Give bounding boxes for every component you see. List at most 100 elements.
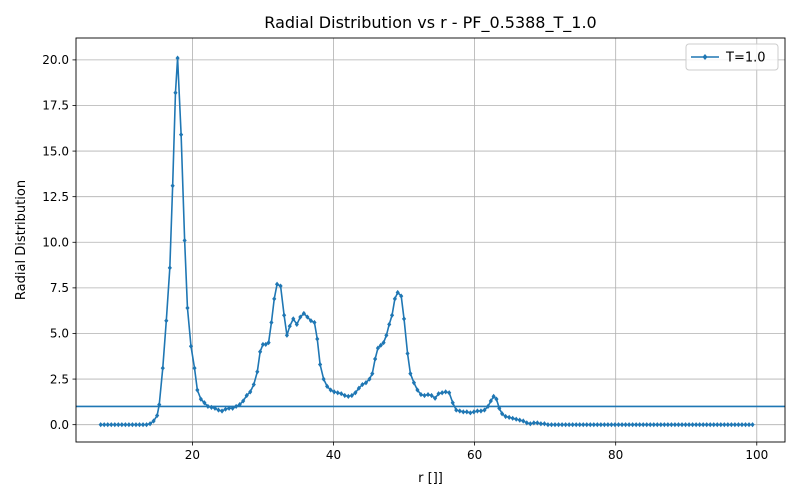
data-point	[384, 332, 389, 338]
data-point	[195, 387, 200, 393]
data-point	[202, 400, 207, 406]
data-point	[378, 342, 383, 348]
data-point	[704, 422, 709, 428]
data-point	[305, 314, 310, 320]
data-point	[708, 422, 713, 428]
data-point	[605, 422, 611, 428]
data-point	[602, 422, 607, 428]
data-point	[598, 422, 603, 428]
data-point	[335, 390, 340, 396]
data-point	[185, 305, 190, 311]
data-point	[669, 422, 674, 428]
y-tick-label: 2.5	[50, 372, 69, 386]
data-point	[524, 420, 529, 426]
data-point	[401, 316, 407, 322]
data-point	[440, 390, 445, 396]
data-point	[725, 422, 730, 428]
data-point	[287, 323, 292, 329]
data-point	[619, 422, 625, 428]
data-point	[739, 422, 745, 428]
data-point	[591, 422, 596, 428]
data-point	[160, 365, 165, 371]
data-point	[528, 421, 533, 427]
x-tick-label: 100	[745, 448, 768, 462]
data-point	[109, 422, 114, 428]
data-point	[392, 296, 397, 302]
data-point	[325, 383, 330, 389]
data-point	[119, 422, 124, 428]
data-point	[648, 422, 653, 428]
data-point	[665, 422, 670, 428]
plot-frame	[75, 37, 786, 443]
data-point	[584, 422, 589, 428]
data-point	[630, 422, 635, 428]
data-point	[491, 393, 496, 400]
data-point	[443, 389, 448, 395]
data-point	[690, 422, 695, 428]
data-point	[291, 316, 296, 322]
y-tick-label: 0.0	[50, 418, 69, 432]
data-point	[98, 422, 103, 428]
data-point	[144, 422, 149, 428]
data-point	[482, 407, 487, 413]
data-point	[123, 422, 128, 428]
data-point	[475, 408, 480, 414]
data-point	[422, 392, 427, 399]
data-point	[182, 237, 187, 244]
data-point	[612, 422, 618, 428]
data-point	[623, 422, 628, 428]
data-point	[116, 422, 121, 428]
data-point	[349, 392, 354, 399]
data-point	[301, 310, 306, 317]
data-point	[255, 369, 260, 375]
data-point	[126, 422, 131, 428]
data-point	[155, 412, 160, 419]
chart-title: Radial Distribution vs r - PF_0.5388_T_1…	[264, 13, 596, 33]
data-point	[694, 422, 699, 428]
data-point	[616, 422, 621, 428]
data-point	[328, 387, 333, 393]
data-point	[736, 422, 741, 428]
data-point	[535, 420, 540, 426]
y-tick-label: 7.5	[50, 281, 69, 295]
data-point	[244, 392, 249, 399]
data-point	[697, 422, 702, 428]
x-axis-label: r []]	[418, 471, 443, 486]
data-point	[272, 296, 277, 302]
data-point	[570, 422, 575, 428]
data-point	[517, 417, 522, 423]
data-point	[173, 90, 178, 96]
data-point	[230, 405, 235, 411]
data-point	[634, 422, 639, 428]
data-point	[381, 339, 386, 346]
data-point	[140, 422, 146, 428]
data-point	[332, 389, 337, 395]
data-point	[415, 387, 420, 393]
data-point	[212, 405, 218, 411]
data-point	[521, 418, 526, 424]
data-point	[192, 365, 197, 371]
data-point	[545, 422, 551, 428]
data-point	[468, 410, 473, 416]
data-point	[356, 385, 361, 391]
data-point	[263, 341, 268, 348]
data-point	[294, 321, 299, 327]
data-point	[641, 422, 646, 428]
data-point	[269, 319, 274, 326]
data-point	[559, 422, 565, 428]
legend-marker-swatch	[702, 54, 708, 60]
data-point	[367, 376, 372, 382]
data-point	[743, 422, 748, 428]
data-point	[151, 418, 156, 424]
data-point	[353, 390, 358, 396]
data-point	[266, 339, 271, 346]
legend-entry-label: T=1.0	[725, 51, 766, 66]
data-point	[373, 356, 378, 362]
data-point	[342, 392, 347, 399]
data-point	[683, 422, 688, 428]
data-point	[701, 422, 706, 428]
data-point	[284, 332, 290, 338]
data-point	[133, 422, 139, 428]
legend: T=1.0	[685, 43, 779, 71]
data-point	[274, 281, 280, 287]
